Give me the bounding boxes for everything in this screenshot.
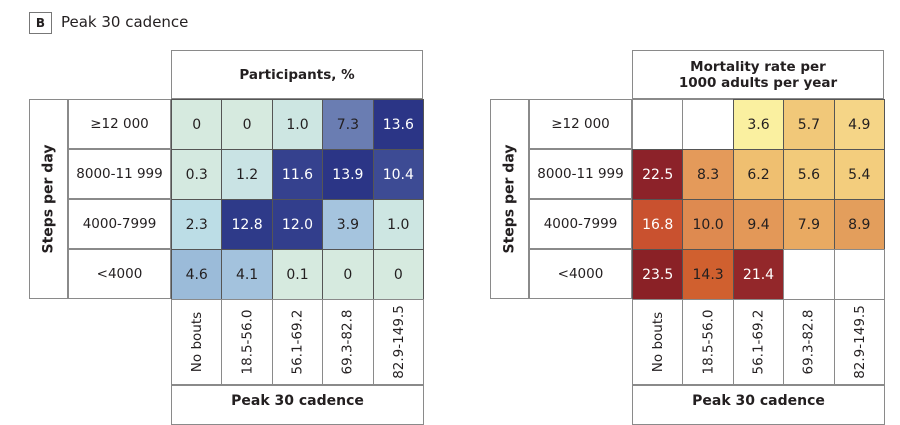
heatmap-cell: 6.2: [732, 149, 785, 200]
column-label: 69.3-82.8: [322, 299, 374, 385]
row-label: ≥12 000: [68, 99, 171, 149]
panel-title: Peak 30 cadence: [61, 13, 189, 31]
heatmap-cell: 10.4: [372, 149, 424, 200]
heatmap-cell: 13.6: [372, 99, 424, 150]
column-label: 82.9-149.5: [833, 299, 885, 385]
heatmap-cell: 10.0: [682, 199, 734, 250]
row-label: 4000-7999: [68, 199, 171, 249]
heatmap-cell: [682, 99, 734, 150]
y-axis-label: Steps per day: [490, 99, 529, 299]
heatmap-cell: 9.4: [732, 199, 785, 250]
row-label: 4000-7999: [529, 199, 632, 249]
heatmap-cell: 5.6: [783, 149, 835, 200]
x-axis-label: Peak 30 cadence: [632, 385, 885, 425]
column-label-text: 82.9-149.5: [851, 305, 868, 379]
heatmap-cell: 4.9: [833, 99, 885, 150]
participants-heatmap: Participants, % Steps per day ≥12 000 0 0 1.0…: [29, 0, 459, 425]
heatmap-cell: 11.6: [271, 149, 324, 200]
column-label-text: 18.5-56.0: [700, 309, 717, 375]
column-label: 56.1-69.2: [271, 299, 324, 385]
column-label: 18.5-56.0: [221, 299, 273, 385]
heatmap-cell: 7.9: [783, 199, 835, 250]
row-label: 8000-11 999: [529, 149, 632, 199]
row-label: <4000: [529, 249, 632, 299]
mortality-heatmap: Mortality rate per 1000 adults per year S…: [490, 0, 900, 425]
column-label-text: No bouts: [649, 311, 666, 373]
column-label: 69.3-82.8: [783, 299, 835, 385]
column-label-text: 82.9-149.5: [390, 305, 407, 379]
heatmap-cell: 8.3: [682, 149, 734, 200]
heatmap-cell: 5.7: [783, 99, 835, 150]
heatmap-cell: 3.6: [732, 99, 785, 150]
column-label: No bouts: [632, 299, 684, 385]
column-label-text: 69.3-82.8: [800, 309, 817, 375]
row-label: <4000: [68, 249, 171, 299]
y-axis-label-text: Steps per day: [501, 144, 518, 254]
heatmap-cell: 16.8: [632, 199, 684, 250]
panel-letter-badge: B: [29, 12, 52, 34]
heatmap-cell: 0.3: [171, 149, 223, 200]
heatmap-cell: 0.1: [271, 249, 324, 300]
heatmap-cell: [632, 99, 684, 150]
heatmap-cell: 12.8: [221, 199, 273, 250]
heatmap-cell: 23.5: [632, 249, 684, 300]
heatmap-cell: 0: [322, 249, 374, 300]
row-label: 8000-11 999: [68, 149, 171, 199]
heatmap-cell: 1.0: [271, 99, 324, 150]
heatmap-cell: 22.5: [632, 149, 684, 200]
column-label-text: 56.1-69.2: [750, 309, 767, 375]
x-axis-label: Peak 30 cadence: [171, 385, 424, 425]
column-label: 56.1-69.2: [732, 299, 785, 385]
y-axis-label-text: Steps per day: [40, 144, 57, 254]
column-label: No bouts: [171, 299, 223, 385]
column-label-text: 18.5-56.0: [239, 309, 256, 375]
y-axis-label: Steps per day: [29, 99, 68, 299]
column-label: 18.5-56.0: [682, 299, 734, 385]
heatmap-cell: 4.6: [171, 249, 223, 300]
heatmap-cell: 0: [221, 99, 273, 150]
heatmap-cell: 0: [171, 99, 223, 150]
heatmap-cell: 14.3: [682, 249, 734, 300]
column-label-text: No bouts: [188, 311, 205, 373]
heatmap-cell: 21.4: [732, 249, 785, 300]
heatmap-cell: 2.3: [171, 199, 223, 250]
heatmap-cell: 7.3: [322, 99, 374, 150]
column-label-text: 69.3-82.8: [339, 309, 356, 375]
heatmap-cell: 1.0: [372, 199, 424, 250]
heatmap-cell: 8.9: [833, 199, 885, 250]
row-label: ≥12 000: [529, 99, 632, 149]
heatmap-cell: 4.1: [221, 249, 273, 300]
heatmap-cell: 13.9: [322, 149, 374, 200]
heatmap-title: Participants, %: [171, 50, 423, 99]
heatmap-cell: 1.2: [221, 149, 273, 200]
heatmap-cell: [833, 249, 885, 300]
heatmap-cell: [783, 249, 835, 300]
heatmap-cell: 5.4: [833, 149, 885, 200]
column-label: 82.9-149.5: [372, 299, 424, 385]
heatmap-cell: 3.9: [322, 199, 374, 250]
column-label-text: 56.1-69.2: [289, 309, 306, 375]
heatmap-cell: 0: [372, 249, 424, 300]
heatmap-cell: 12.0: [271, 199, 324, 250]
heatmap-title: Mortality rate per 1000 adults per year: [632, 50, 884, 99]
